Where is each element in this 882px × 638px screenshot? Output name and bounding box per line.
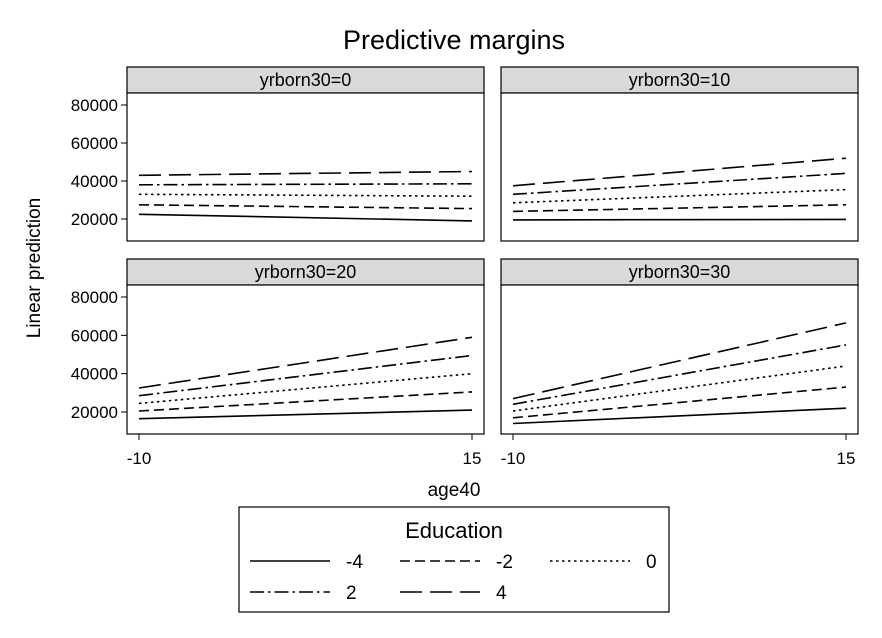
panels-group: yrborn30=0 20000 40000 60000 80000 yrborn30=1…	[71, 66, 859, 468]
chart-title: Predictive margins	[343, 25, 565, 55]
legend-title: Education	[405, 518, 503, 543]
panel-plot-area	[500, 284, 859, 435]
y-tick-label: 40000	[71, 172, 118, 191]
series-line--2	[512, 386, 847, 419]
panel-strip	[126, 66, 485, 94]
x-tick-label: -10	[127, 449, 152, 468]
series-line--2	[138, 391, 473, 412]
panel-strip-label: yrborn30=10	[629, 70, 731, 90]
series-line-4	[138, 336, 473, 389]
legend-entry-label: 2	[346, 583, 357, 604]
panel-strip-label: yrborn30=30	[629, 262, 731, 282]
series-line--4	[138, 409, 473, 420]
series-line-2	[512, 172, 847, 196]
x-tick-label: 15	[837, 449, 856, 468]
legend-box	[238, 506, 670, 613]
series-line--2	[138, 204, 473, 210]
series-line-0	[512, 365, 847, 412]
legend-entry-label: -2	[496, 552, 513, 573]
series-line--4	[512, 218, 847, 221]
y-tick-label: 60000	[71, 134, 118, 153]
y-tick-label: 20000	[71, 403, 118, 422]
panel-strip	[126, 258, 485, 286]
panel-strip-label: yrborn30=0	[260, 70, 352, 90]
legend-entry-label: 4	[496, 583, 507, 604]
series-line-2	[138, 354, 473, 397]
panel-strip	[500, 66, 859, 94]
panel-plot-area	[126, 92, 485, 242]
series-line-2	[512, 344, 847, 406]
series-line-4	[138, 170, 473, 177]
y-tick-label: 20000	[71, 210, 118, 229]
series-line--4	[138, 213, 473, 222]
x-tick-label: -10	[501, 449, 526, 468]
series-line--4	[512, 407, 847, 425]
x-axis-title: age40	[428, 480, 481, 501]
panel-plot-area	[126, 284, 485, 435]
legend-entry-label: -4	[346, 552, 363, 573]
y-tick-label: 40000	[71, 365, 118, 384]
series-line-0	[512, 188, 847, 204]
series-line-2	[138, 183, 473, 186]
y-tick-label: 80000	[71, 96, 118, 115]
series-line-4	[512, 322, 847, 400]
series-line-0	[138, 372, 473, 405]
y-tick-label: 60000	[71, 326, 118, 345]
y-tick-label: 80000	[71, 288, 118, 307]
panel-plot-area	[500, 92, 859, 242]
series-line-0	[138, 193, 473, 197]
panel-strip-label: yrborn30=20	[255, 262, 357, 282]
series-line--2	[512, 204, 847, 213]
x-tick-label: 15	[463, 449, 482, 468]
legend: Education -4 -2 0 2 4	[238, 506, 670, 613]
y-axis-title: Linear prediction	[24, 198, 45, 338]
series-line-4	[512, 157, 847, 187]
legend-entry-label: 0	[646, 552, 657, 573]
